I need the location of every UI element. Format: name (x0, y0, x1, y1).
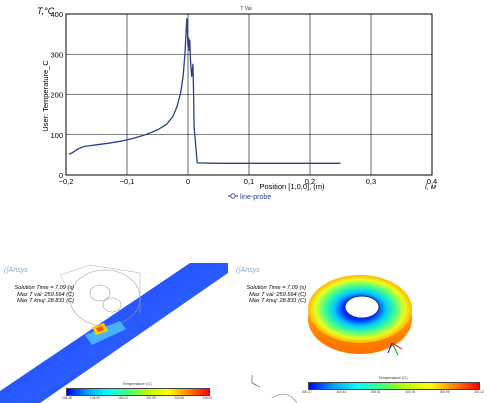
torus-hole (344, 295, 380, 319)
left-watermark: ((Ansys (4, 267, 28, 274)
chart-title: T Val (240, 6, 251, 12)
series-line-0 (68, 18, 341, 164)
colorbar-tick: 300.44 (336, 390, 347, 394)
ring-hole-top (89, 284, 111, 302)
colorbar-tick: 301.12 (474, 390, 484, 394)
right-watermark: ((Ansys (236, 267, 260, 274)
colorbar-tick: 134.05 (90, 396, 100, 400)
legend-marker (230, 193, 236, 199)
colorbar-tick: 300.27 (302, 390, 312, 394)
x-tick-label: −0,1 (120, 177, 135, 186)
colorbar-tick: 300.95 (439, 390, 450, 394)
right-info-line: Solution Time = 7.09 (s) (246, 285, 307, 291)
colorbar-tick: 220.96 (174, 396, 184, 400)
axis-triad-y (391, 342, 399, 356)
colorbar-tick: 300.78 (405, 390, 416, 394)
cylinder-hot-zone (85, 321, 126, 345)
y-tick-label: 0 (59, 171, 63, 180)
x-tick-label: 0,4 (427, 177, 437, 186)
legend: line-probe (228, 193, 271, 201)
legend-label: line-probe (240, 194, 271, 201)
y-tick-label: 300 (50, 50, 63, 59)
corner-wire (271, 393, 298, 403)
right-render-panel: ((Ansys Solution Time = 7.09 (s) Max T v… (232, 263, 487, 403)
x-tick-label: 0,3 (366, 177, 376, 186)
cylinder-render (0, 263, 228, 403)
grid (65, 13, 433, 176)
right-info-line: Max T knuj: 28.831 (C) (249, 298, 306, 305)
colorbar-tick: 249.93 (202, 396, 212, 400)
cylinder-hot-core (96, 326, 104, 332)
torus-render (251, 275, 412, 403)
axis-triad-z (387, 342, 393, 354)
colorbar-tick: 163.02 (118, 396, 128, 400)
series-layer (68, 18, 341, 164)
right-colorbar-title: Temperature (C) (378, 375, 408, 380)
colorbar-tick: 300.61 (370, 390, 381, 394)
left-colorbar (66, 388, 210, 396)
right-info: Solution Time = 7.09 (s) Max T val: 259.… (236, 285, 307, 305)
corner-triad-x (251, 382, 261, 388)
y-tick-label: 400 (50, 10, 63, 19)
right-info-line: Max T val: 259.564 (C) (249, 291, 306, 298)
x-tick-label: 0 (186, 177, 190, 186)
left-colorbar-title: Temperature (C) (122, 381, 152, 386)
y-axis-label: User: Temperature_C (41, 60, 50, 132)
left-info: Solution Time = 7.09 (s) Max T val: 259.… (4, 285, 75, 305)
y-unit-label: T,°C (37, 6, 55, 16)
right-colorbar-ticks: 300.27 300.44 300.61 300.78 300.95 301.1… (302, 390, 484, 394)
colorbar-tick: 105.08 (62, 396, 72, 400)
left-info-line: Max T val: 259.564 (C) (17, 291, 74, 298)
x-tick-label: −0,2 (59, 177, 74, 186)
y-tick-label: 100 (50, 131, 63, 140)
tick-labels: −0,2 −0,1 0 0,1 0,2 0,3 0,4 0 100 200 300 400 (50, 10, 437, 186)
left-info-line: Max T knuj: 28.831 (C) (17, 298, 74, 305)
x-unit-label: l, м (425, 182, 436, 191)
x-tick-label: 0,2 (305, 177, 315, 186)
left-render-panel: ((Ansys Solution Time = 7.09 (s) Max T v… (0, 263, 228, 403)
colorbar-tick: 191.99 (146, 396, 156, 400)
left-colorbar-ticks: 105.08 134.05 163.02 191.99 220.96 249.9… (62, 396, 212, 400)
x-axis-label: Position [1,0,0], (m) (259, 182, 325, 191)
ring-hole-bottom (102, 297, 122, 313)
plot-frame (65, 13, 433, 176)
x-tick-label: 0,1 (244, 177, 254, 186)
ring-wireframe (59, 264, 141, 313)
y-tick-label: 200 (50, 91, 63, 100)
right-colorbar (308, 382, 480, 390)
axis-triad-x (391, 342, 403, 350)
left-info-line: Solution Time = 7.09 (s) (14, 285, 75, 291)
